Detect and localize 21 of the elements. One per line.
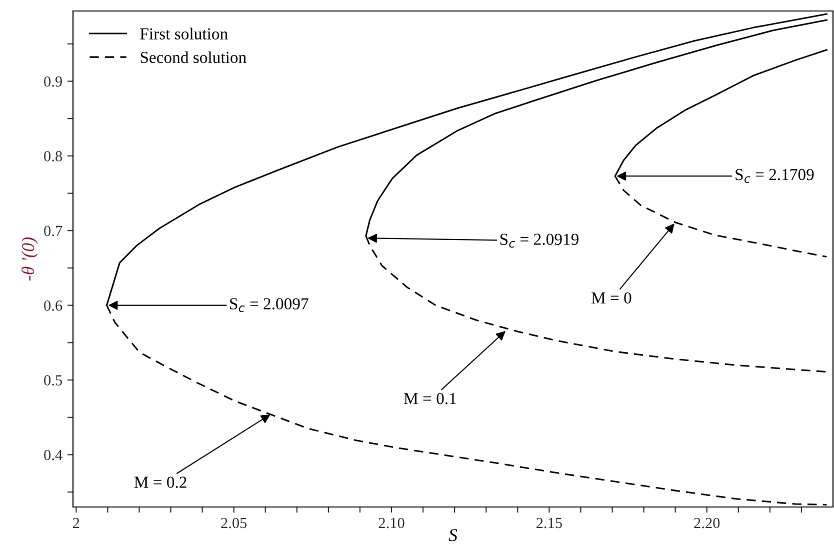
x-tick-label: 2.05	[221, 518, 247, 528]
x-tick-label: 2	[73, 518, 80, 528]
x-axis-title: S	[448, 529, 458, 542]
x-tick-label: 2.20	[694, 518, 720, 528]
legend-label: First solution	[140, 28, 228, 40]
legend-label: Second solution	[140, 51, 246, 64]
annotation: M = 0.2	[134, 476, 186, 488]
y-tick-label: 0.8	[44, 151, 62, 162]
y-tick-label: 0.5	[44, 375, 62, 386]
annotation: S$_{c}$ = 2.0919	[500, 234, 578, 248]
annotation: S$_{c}$ = 2.0097	[230, 298, 308, 312]
annotation: S$_{c}$ = 2.1709	[736, 168, 814, 183]
y-tick-label: 0.9	[44, 76, 62, 87]
x-tick-label: 2.10	[378, 518, 404, 528]
y-axis-title: -θ '(0)	[21, 237, 38, 280]
y-tick-label: 0.6	[44, 300, 62, 311]
annotation: M = 0	[591, 292, 632, 304]
y-tick-label: 0.4	[44, 450, 62, 460]
x-tick-label: 2.15	[536, 518, 562, 528]
y-tick-label: 0.7	[44, 226, 62, 236]
annotation: M = 0.1	[404, 392, 456, 404]
